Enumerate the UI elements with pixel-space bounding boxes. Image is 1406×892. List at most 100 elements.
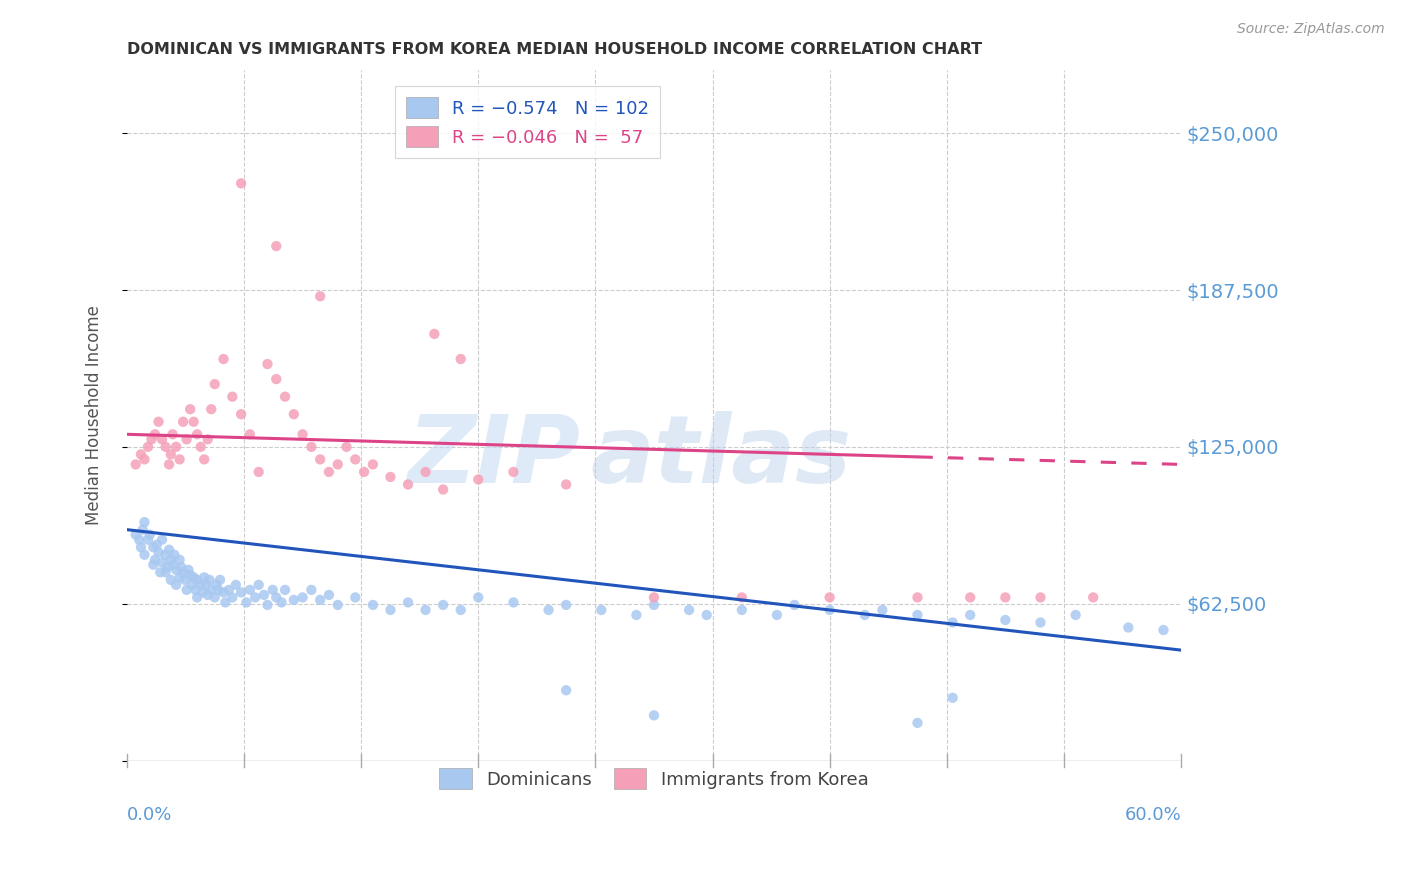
- Point: [186, 591, 208, 605]
- Point: [165, 563, 187, 577]
- Point: [129, 447, 152, 461]
- Point: [150, 555, 173, 569]
- Point: [731, 603, 754, 617]
- Point: [229, 585, 252, 599]
- Point: [283, 593, 305, 607]
- Point: [907, 715, 929, 730]
- Text: ZIP: ZIP: [408, 411, 581, 503]
- Point: [353, 465, 375, 479]
- Point: [239, 582, 262, 597]
- Point: [643, 591, 665, 605]
- Point: [150, 533, 173, 547]
- Point: [148, 415, 170, 429]
- Point: [626, 607, 648, 622]
- Point: [141, 433, 163, 447]
- Point: [1118, 621, 1140, 635]
- Point: [253, 588, 276, 602]
- Point: [221, 591, 243, 605]
- Point: [172, 415, 194, 429]
- Point: [264, 239, 287, 253]
- Point: [156, 560, 179, 574]
- Point: [818, 591, 841, 605]
- Point: [643, 708, 665, 723]
- Point: [225, 578, 247, 592]
- Point: [214, 595, 236, 609]
- Point: [177, 563, 200, 577]
- Point: [415, 603, 437, 617]
- Point: [335, 440, 357, 454]
- Point: [274, 582, 297, 597]
- Point: [139, 527, 162, 541]
- Point: [264, 372, 287, 386]
- Point: [165, 578, 187, 592]
- Point: [994, 613, 1017, 627]
- Point: [380, 470, 402, 484]
- Point: [183, 570, 205, 584]
- Point: [162, 558, 184, 572]
- Point: [942, 690, 965, 705]
- Point: [170, 560, 193, 574]
- Point: [1029, 591, 1052, 605]
- Point: [129, 540, 152, 554]
- Point: [959, 607, 981, 622]
- Point: [309, 593, 332, 607]
- Point: [731, 591, 754, 605]
- Point: [432, 483, 454, 497]
- Point: [766, 607, 789, 622]
- Point: [262, 582, 284, 597]
- Point: [502, 595, 524, 609]
- Point: [678, 603, 700, 617]
- Point: [205, 578, 228, 592]
- Point: [169, 452, 191, 467]
- Point: [1083, 591, 1105, 605]
- Point: [380, 603, 402, 617]
- Point: [907, 607, 929, 622]
- Point: [309, 452, 332, 467]
- Point: [696, 607, 718, 622]
- Point: [197, 433, 219, 447]
- Point: [194, 578, 217, 592]
- Point: [291, 427, 314, 442]
- Point: [959, 591, 981, 605]
- Text: atlas: atlas: [591, 411, 852, 503]
- Point: [155, 566, 177, 580]
- Point: [283, 407, 305, 421]
- Point: [204, 591, 226, 605]
- Point: [165, 440, 187, 454]
- Point: [235, 595, 257, 609]
- Point: [125, 458, 148, 472]
- Legend: Dominicans, Immigrants from Korea: Dominicans, Immigrants from Korea: [432, 761, 876, 797]
- Point: [157, 458, 180, 472]
- Point: [180, 578, 202, 592]
- Point: [942, 615, 965, 630]
- Point: [169, 553, 191, 567]
- Point: [146, 538, 169, 552]
- Point: [155, 440, 177, 454]
- Point: [256, 598, 278, 612]
- Point: [125, 527, 148, 541]
- Point: [783, 598, 806, 612]
- Point: [142, 540, 165, 554]
- Point: [184, 582, 207, 597]
- Point: [190, 440, 212, 454]
- Point: [247, 465, 270, 479]
- Point: [555, 477, 578, 491]
- Point: [193, 570, 215, 584]
- Point: [212, 585, 235, 599]
- Point: [344, 452, 367, 467]
- Point: [162, 427, 184, 442]
- Point: [555, 683, 578, 698]
- Point: [872, 603, 894, 617]
- Point: [200, 582, 222, 597]
- Point: [142, 558, 165, 572]
- Point: [1064, 607, 1087, 622]
- Text: DOMINICAN VS IMMIGRANTS FROM KOREA MEDIAN HOUSEHOLD INCOME CORRELATION CHART: DOMINICAN VS IMMIGRANTS FROM KOREA MEDIA…: [127, 42, 981, 57]
- Point: [160, 573, 183, 587]
- Point: [143, 427, 166, 442]
- Point: [193, 452, 215, 467]
- Point: [204, 377, 226, 392]
- Point: [299, 582, 322, 597]
- Point: [643, 598, 665, 612]
- Point: [853, 607, 876, 622]
- Point: [318, 465, 340, 479]
